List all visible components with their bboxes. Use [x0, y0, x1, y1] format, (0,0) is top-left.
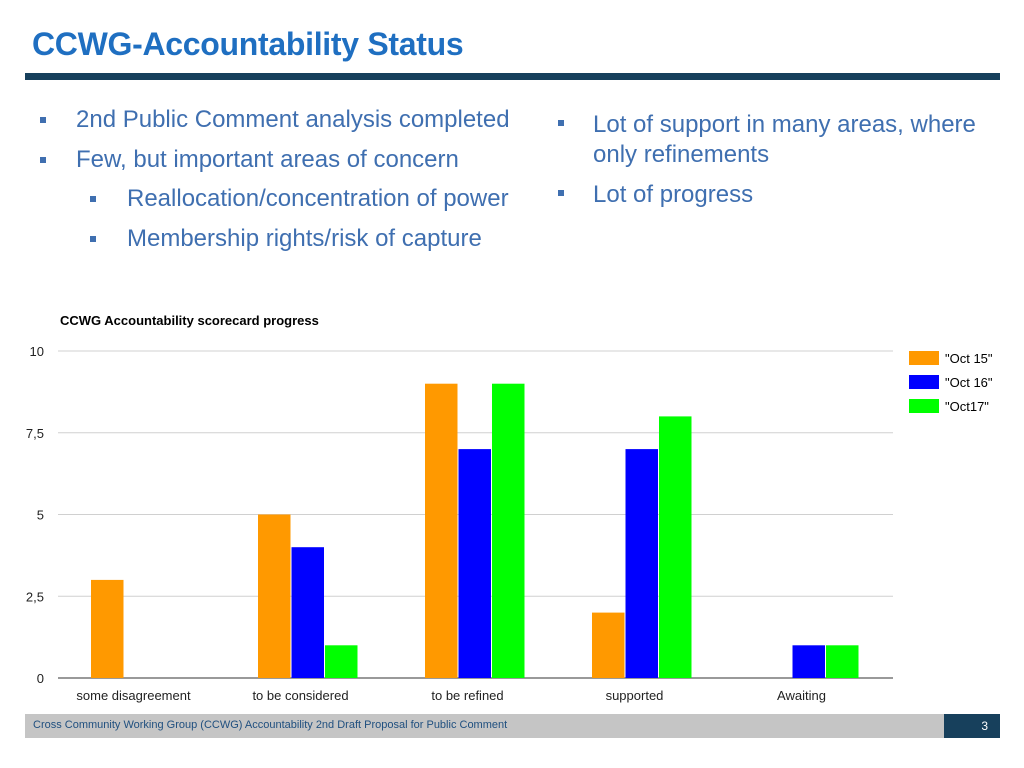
legend-label: "Oct17": [945, 399, 989, 414]
bar: [492, 383, 525, 678]
left-bullet-list: 2nd Public Comment analysis completed Fe…: [38, 106, 510, 264]
bar: [592, 612, 625, 678]
footer-text: Cross Community Working Group (CCWG) Acc…: [33, 719, 508, 731]
bullet-text: Lot of support in many areas, where only…: [593, 111, 976, 168]
square-bullet-icon: [40, 117, 46, 123]
y-tick-label: 2,5: [26, 589, 44, 604]
bar: [792, 645, 825, 678]
bar: [458, 449, 491, 678]
x-tick-label: some disagreement: [76, 688, 191, 703]
bar-chart: CCWG Accountability scorecard progress 0 2…: [26, 313, 993, 703]
page-number: 3: [944, 714, 1000, 738]
legend-swatch: [909, 351, 939, 365]
bar: [826, 645, 859, 678]
y-tick-label: 0: [37, 671, 44, 686]
y-tick-label: 7,5: [26, 426, 44, 441]
square-bullet-icon: [90, 235, 96, 242]
legend-swatch: [909, 375, 939, 389]
sub-bullet-item: Membership rights/risk of capture: [38, 225, 510, 265]
x-tick-label: to be considered: [252, 688, 348, 703]
bullet-text: Few, but important areas of concern: [76, 145, 459, 173]
bullet-text: Reallocation/concentration of power: [127, 185, 509, 212]
bullet-item: Lot of progress: [556, 180, 1023, 210]
bar: [625, 449, 658, 678]
bar: [258, 514, 291, 678]
x-tick-label: supported: [606, 688, 664, 703]
bullet-item: Few, but important areas of concern: [38, 146, 510, 186]
x-tick-label: Awaiting: [777, 688, 826, 703]
bar: [325, 645, 358, 678]
legend-label: "Oct 15": [945, 351, 993, 366]
legend-swatch: [909, 399, 939, 413]
chart-title: CCWG Accountability scorecard progress: [60, 313, 319, 328]
square-bullet-icon: [40, 156, 46, 163]
square-bullet-icon: [558, 120, 564, 126]
x-tick-label: to be refined: [431, 688, 503, 703]
bullet-text: Membership rights/risk of capture: [127, 224, 482, 252]
bullet-text: 2nd Public Comment analysis completed: [76, 106, 510, 133]
square-bullet-icon: [90, 196, 96, 202]
footer-bar: Cross Community Working Group (CCWG) Acc…: [25, 714, 1000, 738]
bullet-text: Lot of progress: [593, 181, 754, 208]
title-divider: [25, 73, 1000, 80]
y-tick-label: 10: [30, 344, 44, 359]
right-bullet-list: Lot of support in many areas, where only…: [556, 110, 1023, 220]
bar: [91, 579, 124, 678]
legend-label: "Oct 16": [945, 375, 993, 390]
y-tick-label: 5: [37, 508, 44, 523]
bullet-item: 2nd Public Comment analysis completed: [38, 106, 510, 146]
bar: [291, 547, 324, 678]
sub-bullet-item: Reallocation/concentration of power: [38, 185, 510, 225]
square-bullet-icon: [558, 190, 564, 196]
bar: [425, 383, 458, 678]
bar: [659, 416, 692, 678]
slide-title: CCWG-Accountability Status: [32, 26, 464, 62]
bullet-item: Lot of support in many areas, where only…: [556, 110, 1023, 170]
